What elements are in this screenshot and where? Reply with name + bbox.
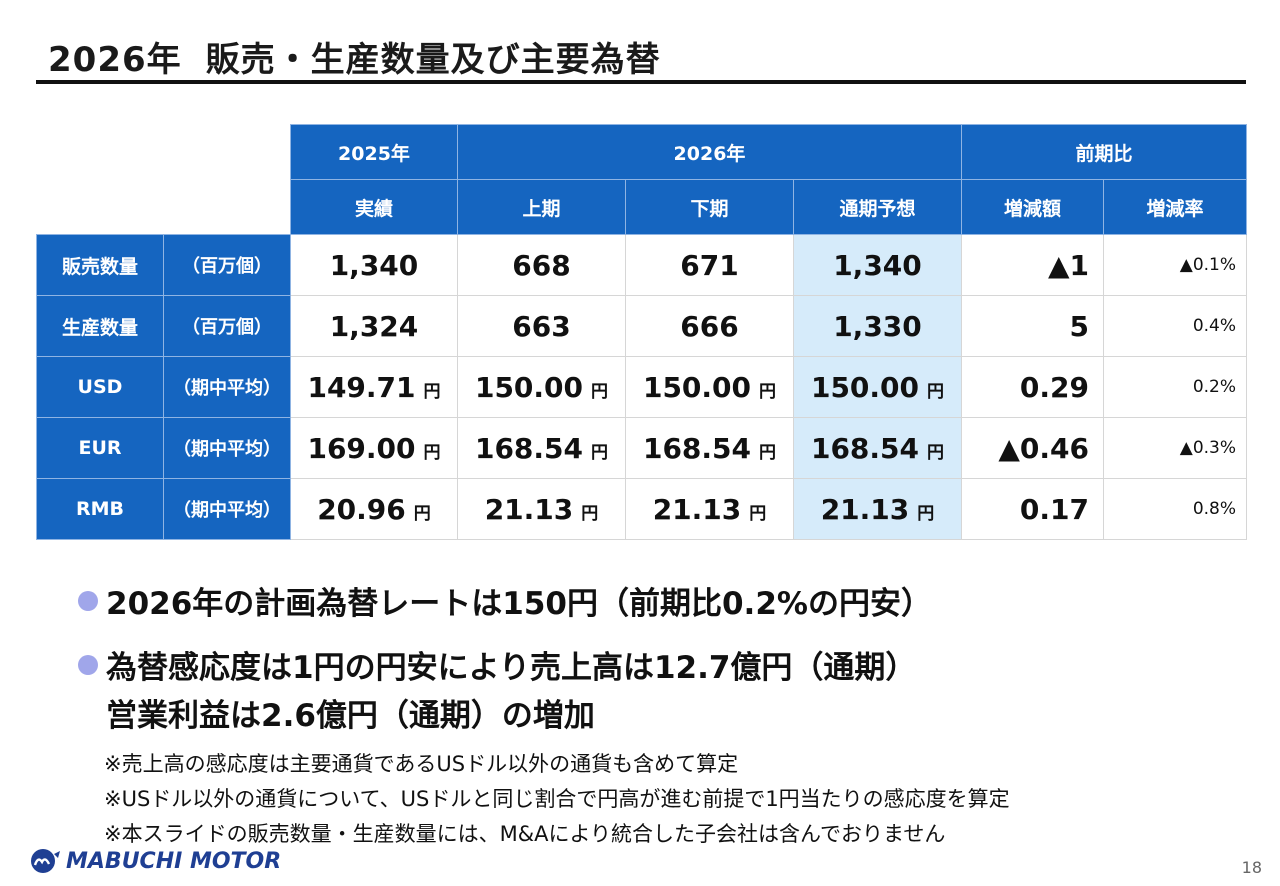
value-h1: 168.54 円 bbox=[457, 417, 626, 479]
bullet-dot-icon bbox=[78, 591, 98, 611]
header-actual: 実績 bbox=[290, 179, 458, 235]
value-h1: 21.13 円 bbox=[457, 478, 626, 540]
row-unit: （百万個） bbox=[163, 295, 291, 357]
footnote: ※USドル以外の通貨について、USドルと同じ割合で円高が進む前提で1円当たりの感… bbox=[104, 787, 1010, 811]
logo-mark-icon bbox=[31, 849, 60, 873]
header-change-amount: 増減額 bbox=[961, 179, 1104, 235]
header-2026: 2026年 bbox=[457, 124, 962, 180]
value-h2: 168.54 円 bbox=[625, 417, 794, 479]
row-unit: （百万個） bbox=[163, 234, 291, 296]
page-title: 2026年 販売・生産数量及び主要為替 bbox=[48, 40, 661, 80]
page-number: 18 bbox=[1241, 858, 1262, 877]
row-label: RMB bbox=[36, 478, 164, 540]
value-h2: 150.00 円 bbox=[625, 356, 794, 418]
row-unit: （期中平均） bbox=[163, 478, 291, 540]
row-unit: （期中平均） bbox=[163, 356, 291, 418]
table-row: USD （期中平均） 149.71 円 150.00 円 150.00 円 150.0… bbox=[36, 356, 1248, 418]
value-fy: 150.00 円 bbox=[793, 356, 962, 418]
value-fy: 21.13 円 bbox=[793, 478, 962, 540]
value-rate: 0.2% bbox=[1102, 356, 1248, 418]
table-row: 販売数量 （百万個） 1,340 668 671 1,340 ▲1 ▲0.1% bbox=[36, 234, 1248, 296]
value-rate: 0.4% bbox=[1102, 295, 1248, 357]
value-rate: ▲0.3% bbox=[1102, 417, 1248, 479]
value-h1: 668 bbox=[457, 234, 626, 296]
row-label: USD bbox=[36, 356, 164, 418]
value-h2: 21.13 円 bbox=[625, 478, 794, 540]
company-logo: MABUCHI MOTOR bbox=[30, 848, 281, 874]
row-unit: （期中平均） bbox=[163, 417, 291, 479]
value-h1: 150.00 円 bbox=[457, 356, 626, 418]
value-h2: 666 bbox=[625, 295, 794, 357]
header-full-forecast: 通期予想 bbox=[793, 179, 962, 235]
value-actual: 1,324 bbox=[290, 295, 458, 357]
title-divider bbox=[36, 80, 1246, 84]
value-fy: 1,330 bbox=[793, 295, 962, 357]
table-row: RMB （期中平均） 20.96 円 21.13 円 21.13 円 21.13 円 0… bbox=[36, 478, 1248, 540]
bullet-exchange-rate: 2026年の計画為替レートは150円（前期比0.2%の円安） bbox=[78, 578, 932, 623]
value-h2: 671 bbox=[625, 234, 794, 296]
data-table: 2025年 2026年 前期比 実績 上期 下期 通期予想 増減額 増減率 販売… bbox=[36, 124, 1248, 540]
header-change-rate: 増減率 bbox=[1102, 179, 1248, 235]
bullet-sensitivity-cont: 営業利益は2.6億円（通期）の増加 bbox=[106, 698, 595, 734]
header-first-half: 上期 bbox=[457, 179, 626, 235]
row-label: 販売数量 bbox=[36, 234, 164, 296]
value-actual: 149.71 円 bbox=[290, 356, 458, 418]
value-actual: 20.96 円 bbox=[290, 478, 458, 540]
header-second-half: 下期 bbox=[625, 179, 794, 235]
bullet-dot-icon bbox=[78, 655, 98, 675]
table-row: 生産数量 （百万個） 1,324 663 666 1,330 5 0.4% bbox=[36, 295, 1248, 357]
row-label: 生産数量 bbox=[36, 295, 164, 357]
footnote: ※本スライドの販売数量・生産数量には、M&Aにより統合した子会社は含んでおりませ… bbox=[104, 822, 946, 846]
value-diff: ▲1 bbox=[961, 234, 1104, 296]
logo-text: MABUCHI MOTOR bbox=[66, 848, 282, 874]
value-diff: ▲0.46 bbox=[961, 417, 1104, 479]
footnote: ※売上高の感応度は主要通貨であるUSドル以外の通貨も含めて算定 bbox=[104, 752, 739, 776]
value-actual: 169.00 円 bbox=[290, 417, 458, 479]
value-diff: 0.17 bbox=[961, 478, 1104, 540]
table-row: EUR （期中平均） 169.00 円 168.54 円 168.54 円 168.5… bbox=[36, 417, 1248, 479]
value-fy: 168.54 円 bbox=[793, 417, 962, 479]
row-label: EUR bbox=[36, 417, 164, 479]
value-fy: 1,340 bbox=[793, 234, 962, 296]
header-2025: 2025年 bbox=[290, 124, 458, 180]
corner-blank-2 bbox=[36, 179, 291, 235]
bullet-sensitivity: 為替感応度は1円の円安により売上高は12.7億円（通期） bbox=[78, 642, 916, 687]
value-rate: ▲0.1% bbox=[1102, 234, 1248, 296]
value-rate: 0.8% bbox=[1102, 478, 1248, 540]
value-diff: 0.29 bbox=[961, 356, 1104, 418]
value-diff: 5 bbox=[961, 295, 1104, 357]
corner-blank bbox=[36, 124, 291, 180]
value-h1: 663 bbox=[457, 295, 626, 357]
header-yoy: 前期比 bbox=[960, 124, 1248, 180]
value-actual: 1,340 bbox=[290, 234, 458, 296]
